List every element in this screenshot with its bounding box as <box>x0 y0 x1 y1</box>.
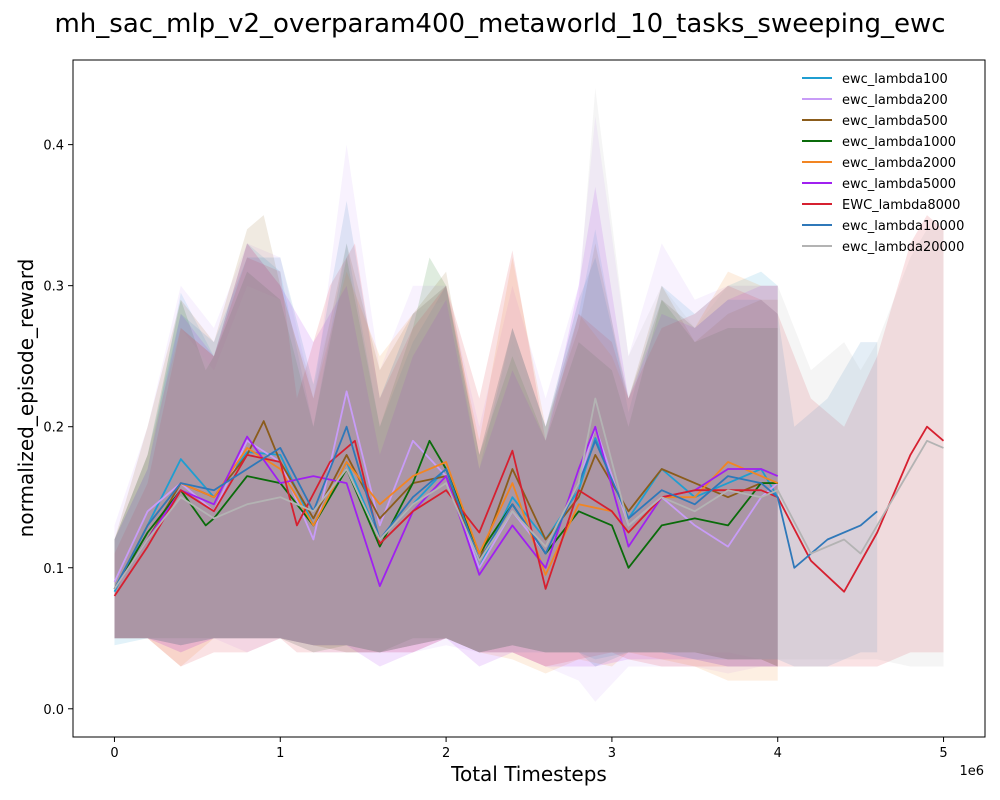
y-tick-label: 0.1 <box>43 562 64 577</box>
x-tick-label: 2 <box>442 746 450 761</box>
band-ewc-lambda200 <box>114 116 778 702</box>
line-ewc-lambda20000 <box>113 397 944 590</box>
x-tick-label: 3 <box>608 746 616 761</box>
band-ewc-lambda10000 <box>114 201 878 667</box>
legend-label-ewc-lambda100: ewc_lambda100 <box>842 72 948 87</box>
legend-label-ewc-lambda20000: ewc_lambda20000 <box>842 240 964 255</box>
legend-label-ewc-lambda5000: ewc_lambda5000 <box>842 177 956 192</box>
y-axis-label: normalized_episode_reward <box>14 259 38 538</box>
confidence-bands <box>114 88 944 702</box>
legend-label-ewc-lambda1000: ewc_lambda1000 <box>842 135 956 150</box>
band-ewc-lambda5000 <box>114 186 778 667</box>
line-ewc-lambda8000 <box>113 425 945 597</box>
y-tick-label: 0.4 <box>43 139 64 154</box>
x-axis: 0 1 2 3 4 5 <box>110 737 948 761</box>
x-axis-offset-text: 1e6 <box>959 764 984 779</box>
x-tick-label: 5 <box>939 746 947 761</box>
y-axis: 0.0 0.1 0.2 0.3 0.4 <box>43 139 73 718</box>
chart-title: mh_sac_mlp_v2_overparam400_metaworld_10_… <box>54 9 945 39</box>
x-tick-label: 0 <box>110 746 118 761</box>
legend-label-ewc-lambda200: ewc_lambda200 <box>842 93 948 108</box>
legend-label-ewc-lambda500: ewc_lambda500 <box>842 114 948 129</box>
y-tick-label: 0.3 <box>43 280 64 295</box>
band-ewc-lambda20000 <box>114 88 944 667</box>
x-tick-label: 4 <box>774 746 782 761</box>
series-lines <box>113 390 945 597</box>
line-ewc-lambda1000 <box>113 439 778 590</box>
band-ewc-lambda100 <box>114 229 778 667</box>
y-tick-label: 0.2 <box>43 421 64 436</box>
y-tick-label: 0.0 <box>43 703 64 718</box>
band-ewc-lambda500 <box>114 215 778 667</box>
legend-label-ewc-lambda8000: EWC_lambda8000 <box>842 198 960 213</box>
x-tick-label: 1 <box>276 746 284 761</box>
legend-label-ewc-lambda10000: ewc_lambda10000 <box>842 219 964 234</box>
plot-frame <box>72 59 986 738</box>
legend: ewc_lambda100 ewc_lambda200 ewc_lambda500e… <box>802 72 964 255</box>
band-ewc-lambda8000 <box>114 215 944 667</box>
x-axis-label: Total Timesteps <box>450 762 607 786</box>
legend-label-ewc-lambda2000: ewc_lambda2000 <box>842 156 956 171</box>
